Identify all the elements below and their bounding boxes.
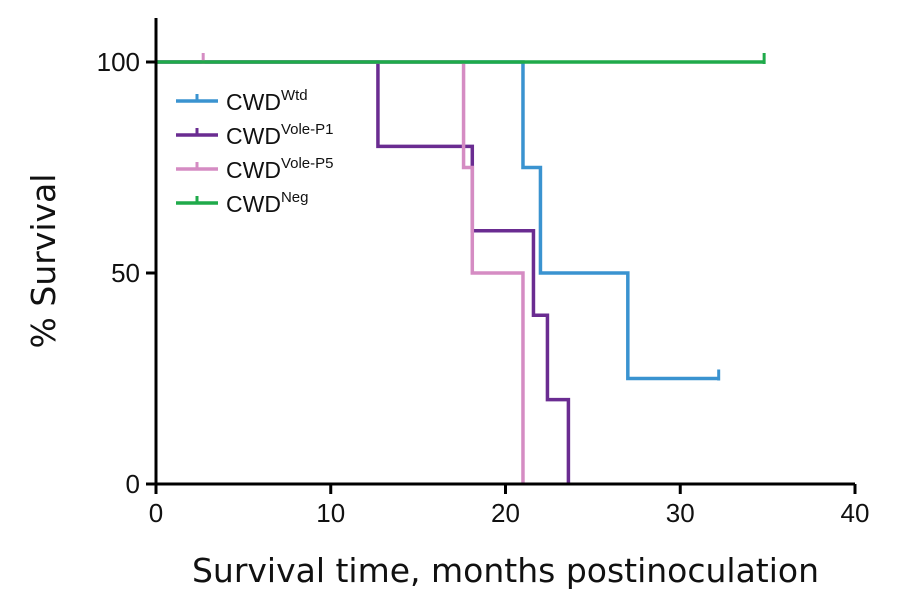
- x-tick-label: 40: [841, 498, 870, 528]
- y-tick-label: 100: [97, 47, 140, 77]
- series-line-wtd: [156, 60, 719, 381]
- legend: CWDWtd CWDVole-P1 CWDVole-P5 CWDNeg: [176, 87, 333, 217]
- legend-label: CWDVole-P1: [226, 121, 333, 149]
- y-tick-label: 0: [126, 469, 140, 499]
- legend-label: CWDWtd: [226, 87, 308, 115]
- x-tick-label: 30: [666, 498, 695, 528]
- series-line-vole-p1: [156, 60, 571, 484]
- ticks: 0 10 20 30 40 0 50 100: [97, 47, 870, 528]
- x-tick-label: 20: [491, 498, 520, 528]
- x-tick-label: 0: [149, 498, 163, 528]
- legend-label: CWDVole-P5: [226, 155, 333, 183]
- legend-label: CWDNeg: [226, 189, 308, 217]
- series-line-vole-p5: [156, 60, 525, 484]
- x-tick-label: 10: [316, 498, 345, 528]
- series-layer: [156, 53, 766, 484]
- y-axis-label: % Survival: [24, 174, 63, 349]
- y-tick-label: 50: [111, 258, 140, 288]
- x-axis-label: Survival time, months postinoculation: [192, 551, 819, 590]
